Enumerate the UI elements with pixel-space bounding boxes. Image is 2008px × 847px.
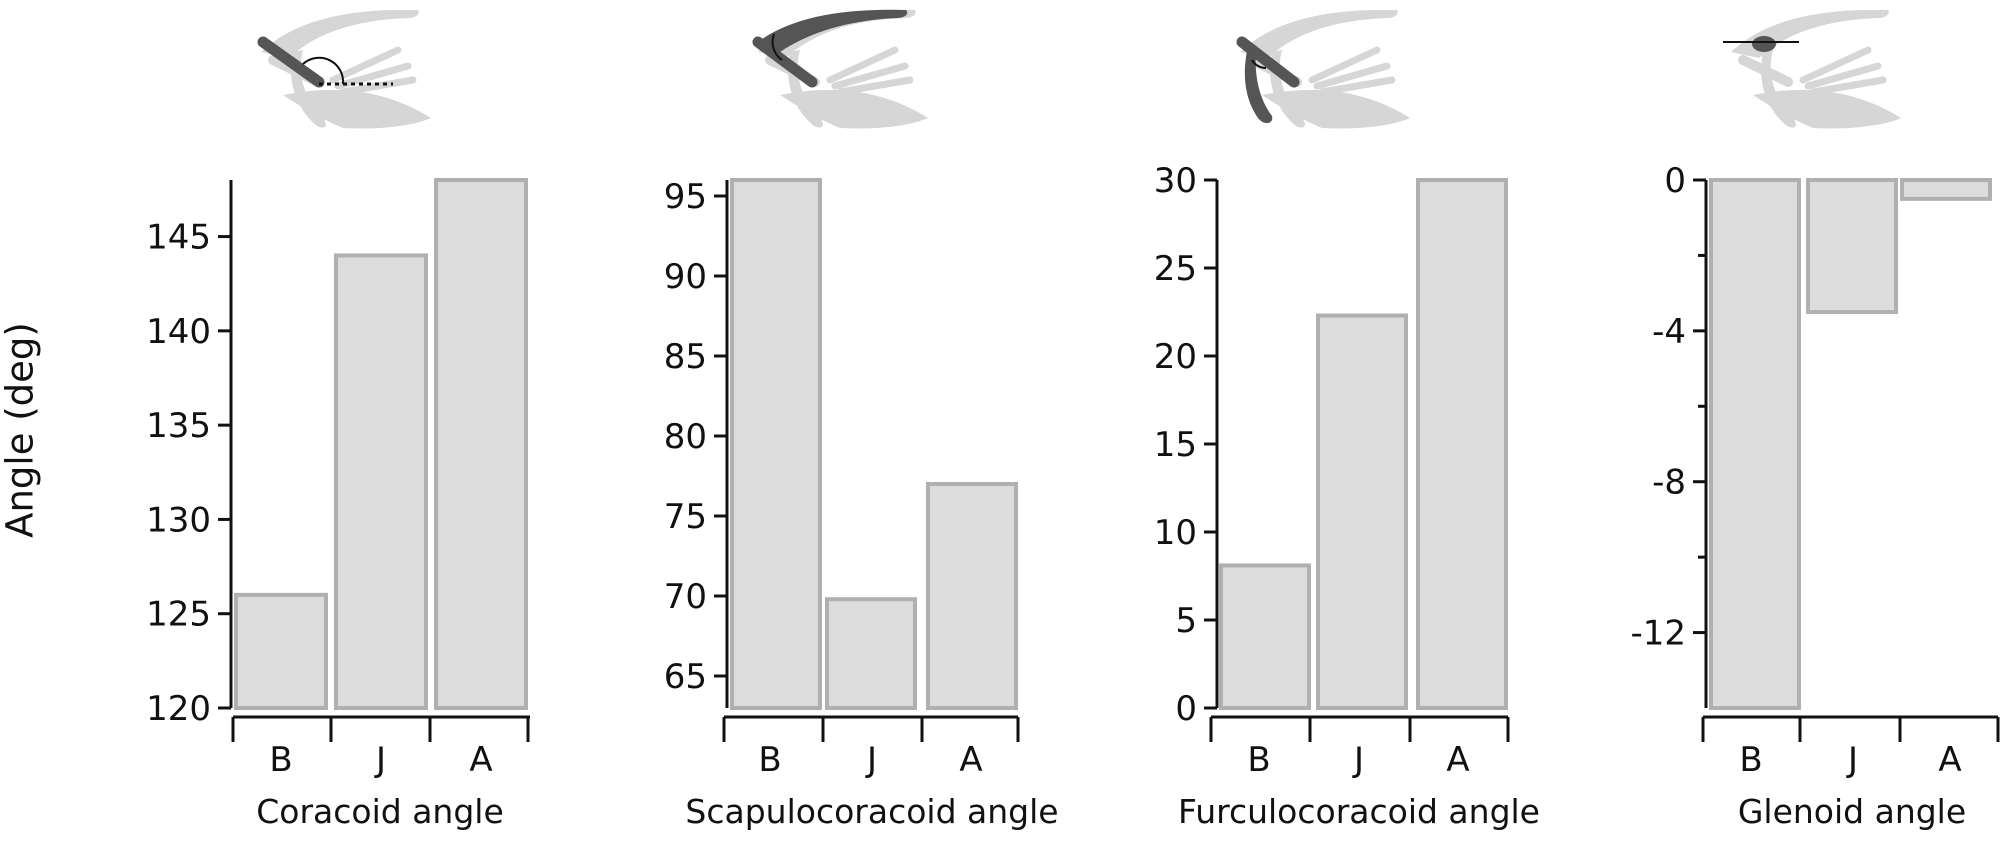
x-category-label: B (1739, 740, 1762, 780)
angle-arc (1251, 59, 1267, 70)
scapula-bone-shape (261, 9, 419, 58)
x-category-label: J (865, 740, 877, 780)
bar-J (334, 253, 428, 711)
y-tick-label: 75 (664, 497, 707, 537)
chart-panel-4: 0 -4 -8 -12 B J A Glenoid angle (1630, 9, 2000, 831)
y-axis-label: Angle (deg) (0, 322, 42, 538)
x-category-label: A (469, 740, 492, 780)
coracoid-angle-icon (257, 9, 431, 129)
y-tick-label: 135 (146, 406, 211, 446)
y-tick-label: 130 (146, 500, 211, 540)
y-tick-label: 20 (1154, 337, 1197, 377)
sternum-bone-shape (283, 89, 431, 129)
furcula-dark-shape (1244, 46, 1273, 124)
y-tick-label: 25 (1154, 249, 1197, 289)
bar-J (1806, 178, 1898, 314)
y-tick-label: 5 (1175, 601, 1197, 641)
x-axis-label: Furculocoracoid angle (1178, 792, 1540, 831)
x-category-label: B (1247, 740, 1270, 780)
scapulocoracoid-angle-icon (752, 9, 928, 129)
y-tick-label: -8 (1652, 463, 1686, 503)
y-tick-label: 30 (1154, 161, 1197, 201)
y-tick-label: 95 (664, 177, 707, 217)
bar-B (234, 592, 328, 710)
rib-bones-shape (329, 46, 417, 112)
sternum-bone-shape (780, 89, 928, 129)
x-category-label: A (1938, 740, 1961, 780)
x-category-label: B (269, 740, 292, 780)
bar-A (1900, 178, 1992, 201)
y-tick-label: 85 (664, 337, 707, 377)
angle-arc (771, 33, 783, 61)
y-tick-label: 90 (664, 257, 707, 297)
y-tick-label: 120 (146, 689, 211, 729)
x-category-label: B (758, 740, 781, 780)
rib-bones-shape (826, 46, 914, 112)
y-tick-label: 140 (146, 312, 211, 352)
y-tick-label: 15 (1154, 425, 1197, 465)
bar-J (1316, 313, 1408, 710)
chart-panel-1: 120 125 130 135 140 145 B J A Coracoid angle (146, 9, 530, 831)
y-tick-label: -4 (1652, 312, 1686, 352)
sternum-bone-shape (1262, 89, 1410, 129)
x-axis-label: Coracoid angle (256, 792, 504, 831)
chart-panel-3: 0 5 10 15 20 25 30 B J A Furculocoracoid angle (1154, 9, 1540, 831)
y-tick-label: 145 (146, 218, 211, 258)
bar-A (434, 178, 528, 710)
angle-arc (302, 56, 345, 85)
x-category-label: J (1352, 740, 1364, 780)
scapula-bone-shape (758, 9, 916, 58)
bar-B (1709, 178, 1801, 710)
y-tick-label: 80 (664, 417, 707, 457)
x-category-label: A (959, 740, 982, 780)
bar-J (825, 597, 917, 711)
rib-bones-shape (1799, 46, 1887, 112)
scapula-dark-shape (758, 9, 908, 52)
scapula-bone-shape (1240, 9, 1398, 58)
coracoid-dark-shape (257, 36, 325, 88)
y-tick-label: 70 (664, 577, 707, 617)
glenoid-angle-icon (1723, 9, 1901, 129)
y-tick-label: 10 (1154, 513, 1197, 553)
rib-bones-shape (1308, 46, 1396, 112)
bar-A (1416, 178, 1508, 710)
glenoid-dark-shape (1752, 36, 1776, 52)
y-tick-label: 65 (664, 657, 707, 697)
bar-A (926, 482, 1018, 710)
y-tick-label: 0 (1664, 161, 1686, 201)
furculocoracoid-angle-icon (1236, 9, 1410, 129)
sternum-bone-shape (1753, 89, 1901, 129)
y-tick-label: 0 (1175, 689, 1197, 729)
x-category-label: J (1846, 740, 1858, 780)
coracoid-light-shape (1738, 55, 1793, 87)
coracoid-dark-shape (752, 36, 818, 88)
bar-B (1219, 563, 1311, 710)
bar-B (730, 178, 822, 710)
x-category-label: A (1446, 740, 1469, 780)
x-category-label: J (374, 740, 386, 780)
y-tick-label: -12 (1630, 614, 1686, 654)
y-tick-label: 125 (146, 595, 211, 635)
x-axis-label: Glenoid angle (1738, 792, 1966, 831)
x-axis-label: Scapulocoracoid angle (685, 792, 1058, 831)
chart-panel-2: 65 70 75 80 85 90 95 B J A Scapulocoracoid angle (664, 9, 1059, 831)
